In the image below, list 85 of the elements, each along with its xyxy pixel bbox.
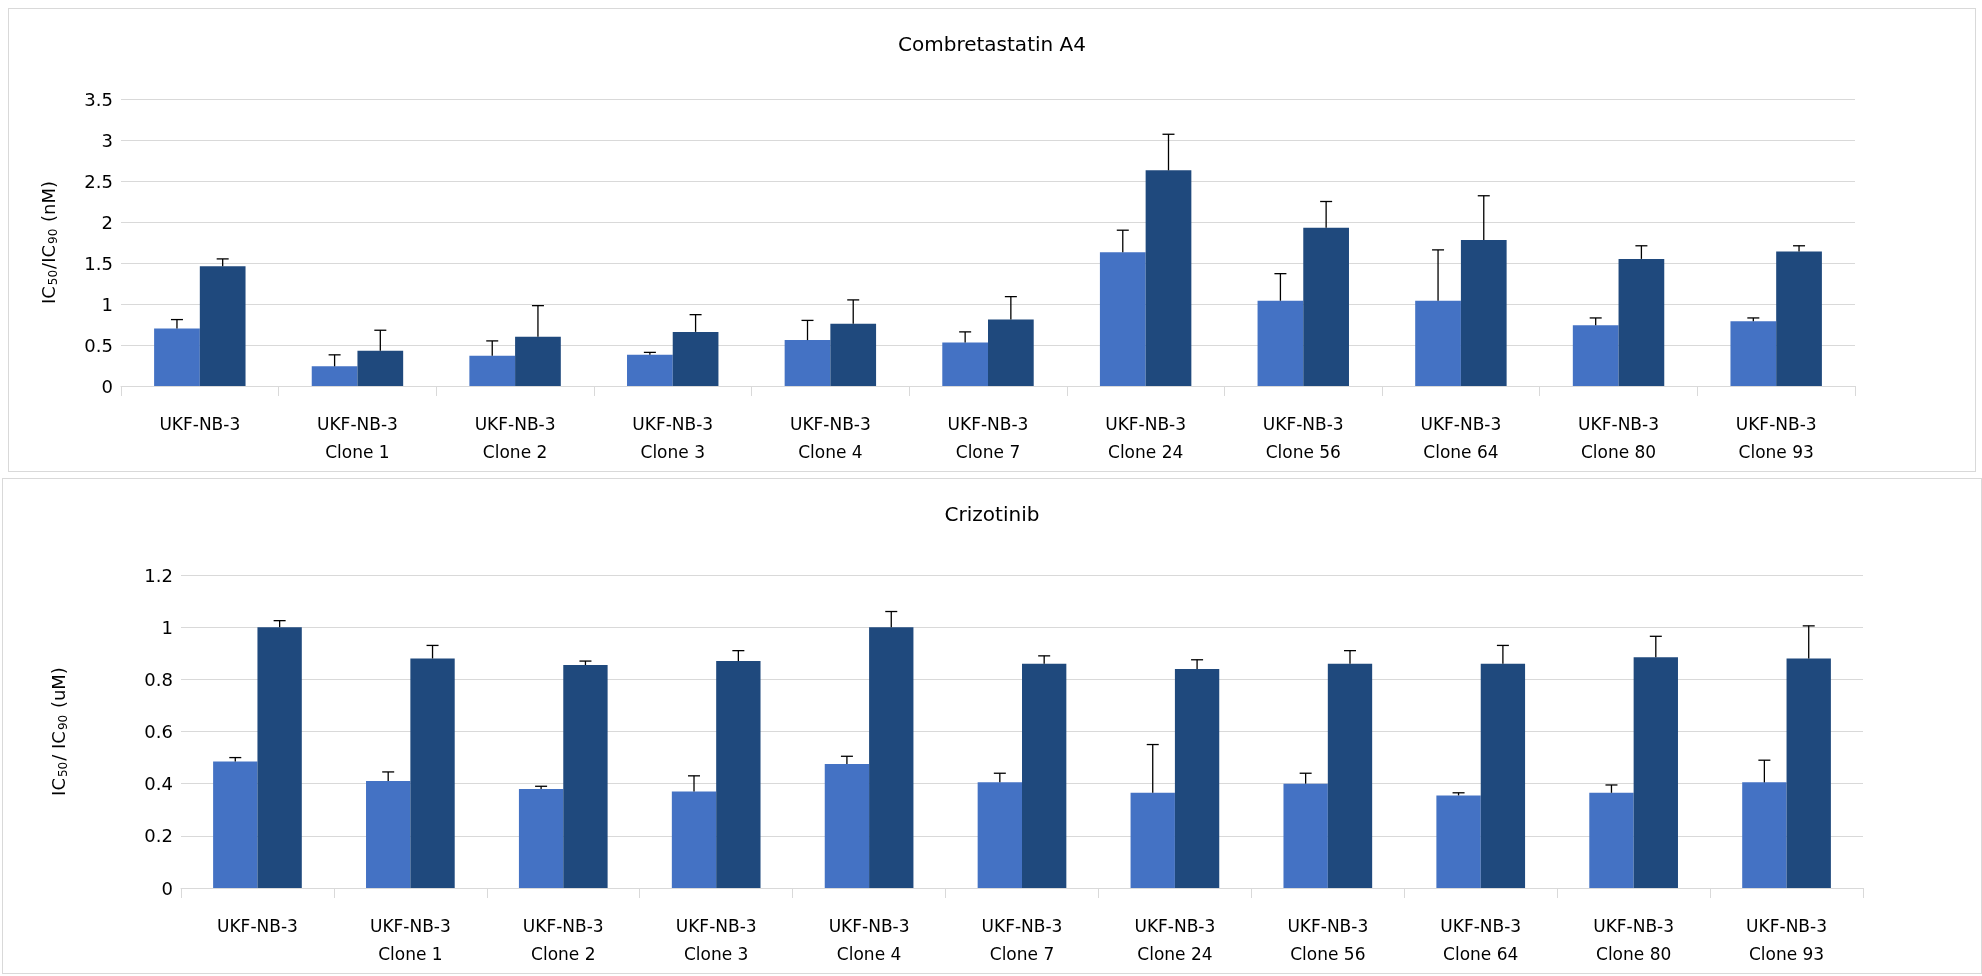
- bar: [627, 354, 673, 386]
- y-tick-label: 0: [161, 877, 173, 899]
- x-tick-label: UKF-NB-3 Clone 4: [789, 414, 871, 462]
- bar: [671, 791, 717, 888]
- bar: [942, 342, 988, 386]
- x-tick-label: UKF-NB-3 Clone 93: [1746, 916, 1827, 964]
- bar: [1022, 663, 1067, 888]
- bar: [1436, 795, 1481, 888]
- chart-title: Combretastatin A4: [898, 32, 1086, 56]
- y-tick-label: 1: [161, 616, 173, 638]
- bar: [1480, 663, 1526, 888]
- x-tick-label: UKF-NB-3 Clone 7: [947, 414, 1029, 462]
- bar: [1283, 783, 1328, 888]
- bar: [1589, 792, 1634, 888]
- bar: [469, 355, 516, 386]
- x-tick-label: UKF-NB-3 Clone 4: [828, 916, 910, 964]
- bar: [1633, 657, 1678, 888]
- bar: [410, 658, 455, 888]
- y-axis-title: IC50/IC90 (nM): [37, 180, 60, 305]
- bar: [1742, 782, 1787, 888]
- x-tick-label: UKF-NB-3 Clone 80: [1578, 414, 1659, 462]
- x-tick-label: UKF-NB-3 Clone 56: [1287, 916, 1369, 964]
- bar: [357, 350, 404, 386]
- x-tick-label: UKF-NB-3 Clone 2: [522, 916, 604, 964]
- x-tick-label: UKF-NB-3 Clone 93: [1735, 414, 1817, 462]
- x-tick-label: UKF-NB-3 Clone 24: [1134, 916, 1216, 964]
- bar: [1460, 240, 1507, 386]
- y-tick-label: 3.5: [84, 88, 113, 110]
- bar: [213, 761, 258, 888]
- bar: [1099, 252, 1146, 386]
- bar: [824, 764, 870, 888]
- bar: [518, 788, 564, 888]
- bar: [1572, 325, 1619, 386]
- x-tick-label: UKF-NB-3: [217, 916, 298, 936]
- bar: [988, 319, 1034, 386]
- bar: [869, 627, 914, 888]
- x-tick-label: UKF-NB-3 Clone 3: [632, 414, 714, 462]
- chart-title: Crizotinib: [944, 502, 1040, 526]
- bar: [1145, 170, 1192, 386]
- y-axis-title: IC50/ IC90 (uM): [47, 667, 70, 796]
- bar: [977, 782, 1022, 888]
- x-tick-label: UKF-NB-3 Clone 2: [474, 414, 556, 462]
- bar: [1174, 668, 1220, 888]
- y-tick-label: 3: [101, 129, 113, 151]
- y-tick-label: 2.5: [84, 170, 113, 192]
- bar: [716, 661, 761, 888]
- bar: [154, 328, 200, 386]
- bar: [199, 266, 246, 386]
- x-tick-label: UKF-NB-3 Clone 24: [1105, 414, 1187, 462]
- bar: [1415, 300, 1461, 386]
- bar: [784, 340, 831, 386]
- y-tick-label: 0.2: [144, 825, 173, 847]
- x-tick-label: UKF-NB-3: [159, 414, 241, 434]
- x-tick-label: UKF-NB-3 Clone 1: [317, 414, 398, 462]
- x-tick-label: UKF-NB-3 Clone 56: [1262, 414, 1344, 462]
- x-tick-label: UKF-NB-3 Clone 7: [981, 916, 1063, 964]
- y-tick-label: 2: [101, 211, 113, 233]
- bar: [1730, 321, 1777, 386]
- y-tick-label: 1.5: [84, 252, 113, 274]
- y-tick-label: 0.6: [144, 721, 173, 742]
- x-tick-label: UKF-NB-3 Clone 64: [1440, 916, 1522, 964]
- x-tick-label: UKF-NB-3 Clone 64: [1420, 414, 1502, 462]
- bar: [1618, 258, 1665, 386]
- x-tick-label: UKF-NB-3 Clone 1: [369, 916, 451, 964]
- bar: [830, 323, 877, 386]
- y-tick-label: 0: [101, 375, 113, 397]
- y-tick-label: 1: [101, 293, 113, 315]
- bar: [1786, 658, 1831, 888]
- x-tick-label: UKF-NB-3 Clone 80: [1593, 916, 1675, 964]
- y-tick-label: 0.4: [144, 773, 173, 795]
- bar: [1130, 792, 1175, 888]
- bar: [1327, 663, 1373, 888]
- bar: [311, 366, 358, 386]
- bar: [1303, 227, 1349, 386]
- x-tick-label: UKF-NB-3 Clone 3: [675, 916, 757, 964]
- bar: [1257, 300, 1304, 386]
- bar: [672, 331, 719, 386]
- bar: [515, 336, 561, 386]
- y-tick-label: 0.5: [84, 334, 113, 356]
- bar: [257, 627, 302, 888]
- bar: [1776, 251, 1822, 386]
- y-tick-label: 0.8: [144, 668, 173, 690]
- bar: [366, 781, 411, 888]
- bar: [563, 664, 608, 888]
- y-tick-label: 1.2: [144, 564, 173, 586]
